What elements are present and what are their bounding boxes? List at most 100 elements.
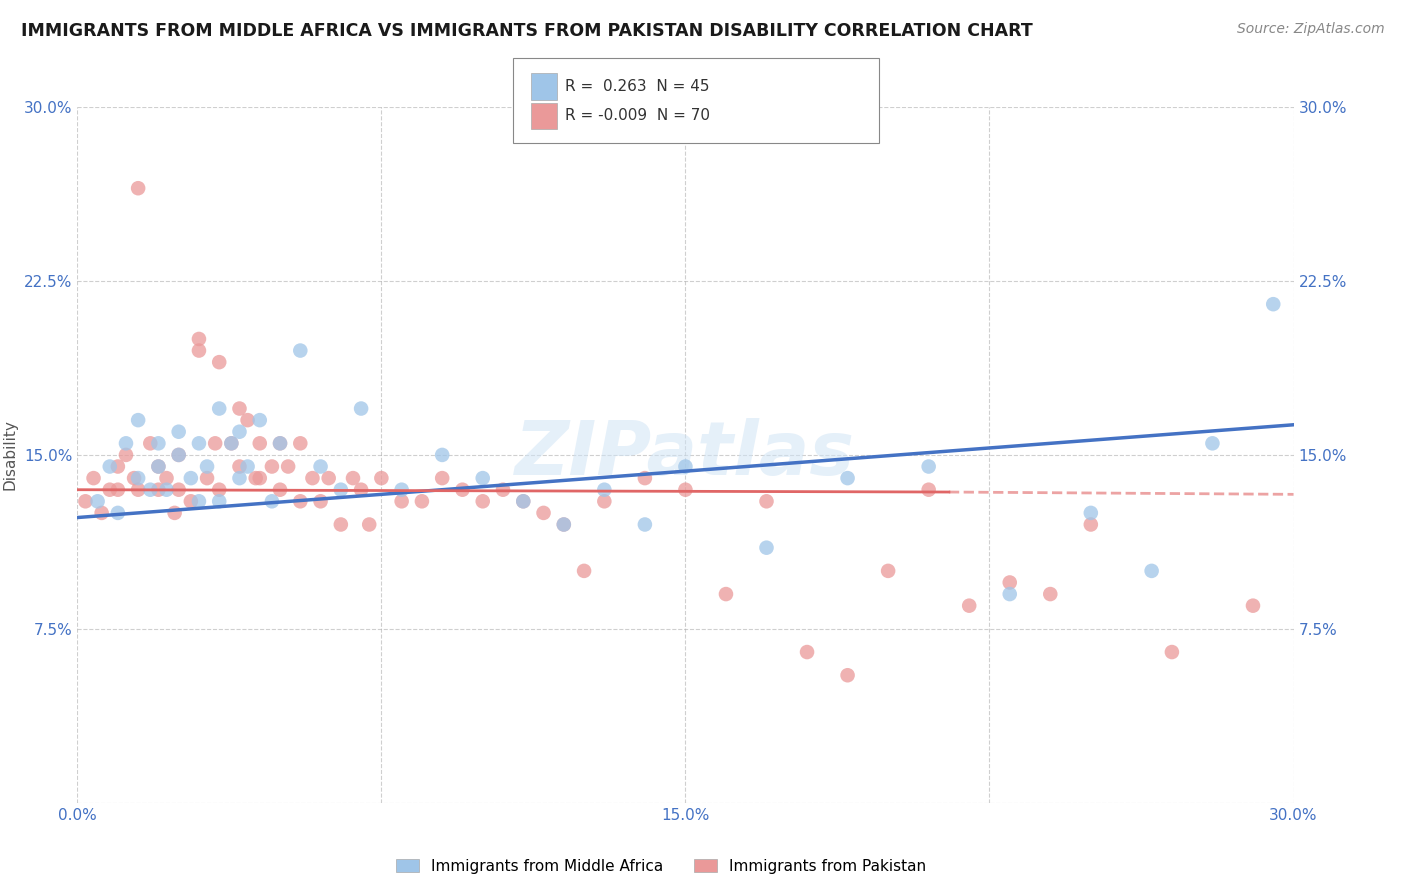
Point	[269, 436, 291, 450]
Point	[918, 483, 941, 497]
Point	[228, 425, 250, 439]
Point	[249, 413, 271, 427]
Point	[127, 413, 149, 427]
Point	[329, 517, 352, 532]
Point	[350, 483, 373, 497]
Point	[236, 413, 259, 427]
Point	[208, 483, 231, 497]
Point	[98, 459, 121, 474]
Point	[1263, 297, 1285, 311]
Point	[1039, 587, 1062, 601]
Point	[221, 436, 243, 450]
Point	[167, 425, 190, 439]
Point	[127, 471, 149, 485]
Point	[180, 471, 202, 485]
Point	[139, 436, 162, 450]
Point	[755, 541, 778, 555]
Point	[432, 471, 454, 485]
Point	[208, 355, 231, 369]
Point	[86, 494, 108, 508]
Point	[432, 448, 454, 462]
Point	[148, 483, 170, 497]
Point	[107, 483, 129, 497]
Point	[342, 471, 364, 485]
Legend: Immigrants from Middle Africa, Immigrants from Pakistan: Immigrants from Middle Africa, Immigrant…	[389, 853, 932, 880]
Point	[290, 436, 312, 450]
Point	[180, 494, 202, 508]
Point	[290, 343, 312, 358]
Point	[837, 668, 859, 682]
Text: Source: ZipAtlas.com: Source: ZipAtlas.com	[1237, 22, 1385, 37]
Point	[260, 459, 283, 474]
Text: ZIPatlas: ZIPatlas	[516, 418, 855, 491]
Point	[391, 483, 413, 497]
Point	[350, 401, 373, 416]
Point	[714, 587, 737, 601]
Point	[98, 483, 121, 497]
Point	[122, 471, 145, 485]
Point	[918, 459, 941, 474]
Point	[290, 494, 312, 508]
Point	[236, 459, 259, 474]
Point	[75, 494, 97, 508]
Point	[127, 483, 149, 497]
Point	[195, 471, 218, 485]
Point	[208, 401, 231, 416]
Point	[675, 459, 697, 474]
Point	[1241, 599, 1264, 613]
Point	[188, 343, 211, 358]
Point	[957, 599, 980, 613]
Point	[572, 564, 595, 578]
Point	[245, 471, 267, 485]
Point	[877, 564, 900, 578]
Point	[155, 471, 177, 485]
Point	[837, 471, 859, 485]
Text: R = -0.009  N = 70: R = -0.009 N = 70	[565, 109, 710, 123]
Point	[512, 494, 534, 508]
Point	[195, 459, 218, 474]
Point	[90, 506, 112, 520]
Point	[204, 436, 226, 450]
Point	[533, 506, 555, 520]
Text: R =  0.263  N = 45: R = 0.263 N = 45	[565, 79, 710, 94]
Point	[1080, 506, 1102, 520]
Point	[309, 459, 332, 474]
Point	[148, 436, 170, 450]
Point	[1140, 564, 1163, 578]
Point	[107, 459, 129, 474]
Point	[634, 517, 657, 532]
Point	[1201, 436, 1223, 450]
Point	[309, 494, 332, 508]
Point	[139, 483, 162, 497]
Point	[249, 436, 271, 450]
Point	[148, 459, 170, 474]
Point	[411, 494, 433, 508]
Point	[359, 517, 381, 532]
Point	[301, 471, 323, 485]
Point	[107, 506, 129, 520]
Point	[451, 483, 474, 497]
Point	[260, 494, 283, 508]
Point	[167, 448, 190, 462]
Point	[370, 471, 392, 485]
Point	[221, 436, 243, 450]
Point	[634, 471, 657, 485]
Point	[675, 483, 697, 497]
Point	[492, 483, 515, 497]
Point	[471, 494, 494, 508]
Point	[167, 448, 190, 462]
Point	[269, 436, 291, 450]
Point	[188, 436, 211, 450]
Point	[208, 494, 231, 508]
Point	[512, 494, 534, 508]
Point	[998, 575, 1021, 590]
Point	[391, 494, 413, 508]
Point	[228, 401, 250, 416]
Point	[269, 483, 291, 497]
Point	[188, 332, 211, 346]
Point	[163, 506, 186, 520]
Point	[115, 436, 138, 450]
Point	[148, 459, 170, 474]
Point	[755, 494, 778, 508]
Y-axis label: Disability: Disability	[1, 419, 17, 491]
